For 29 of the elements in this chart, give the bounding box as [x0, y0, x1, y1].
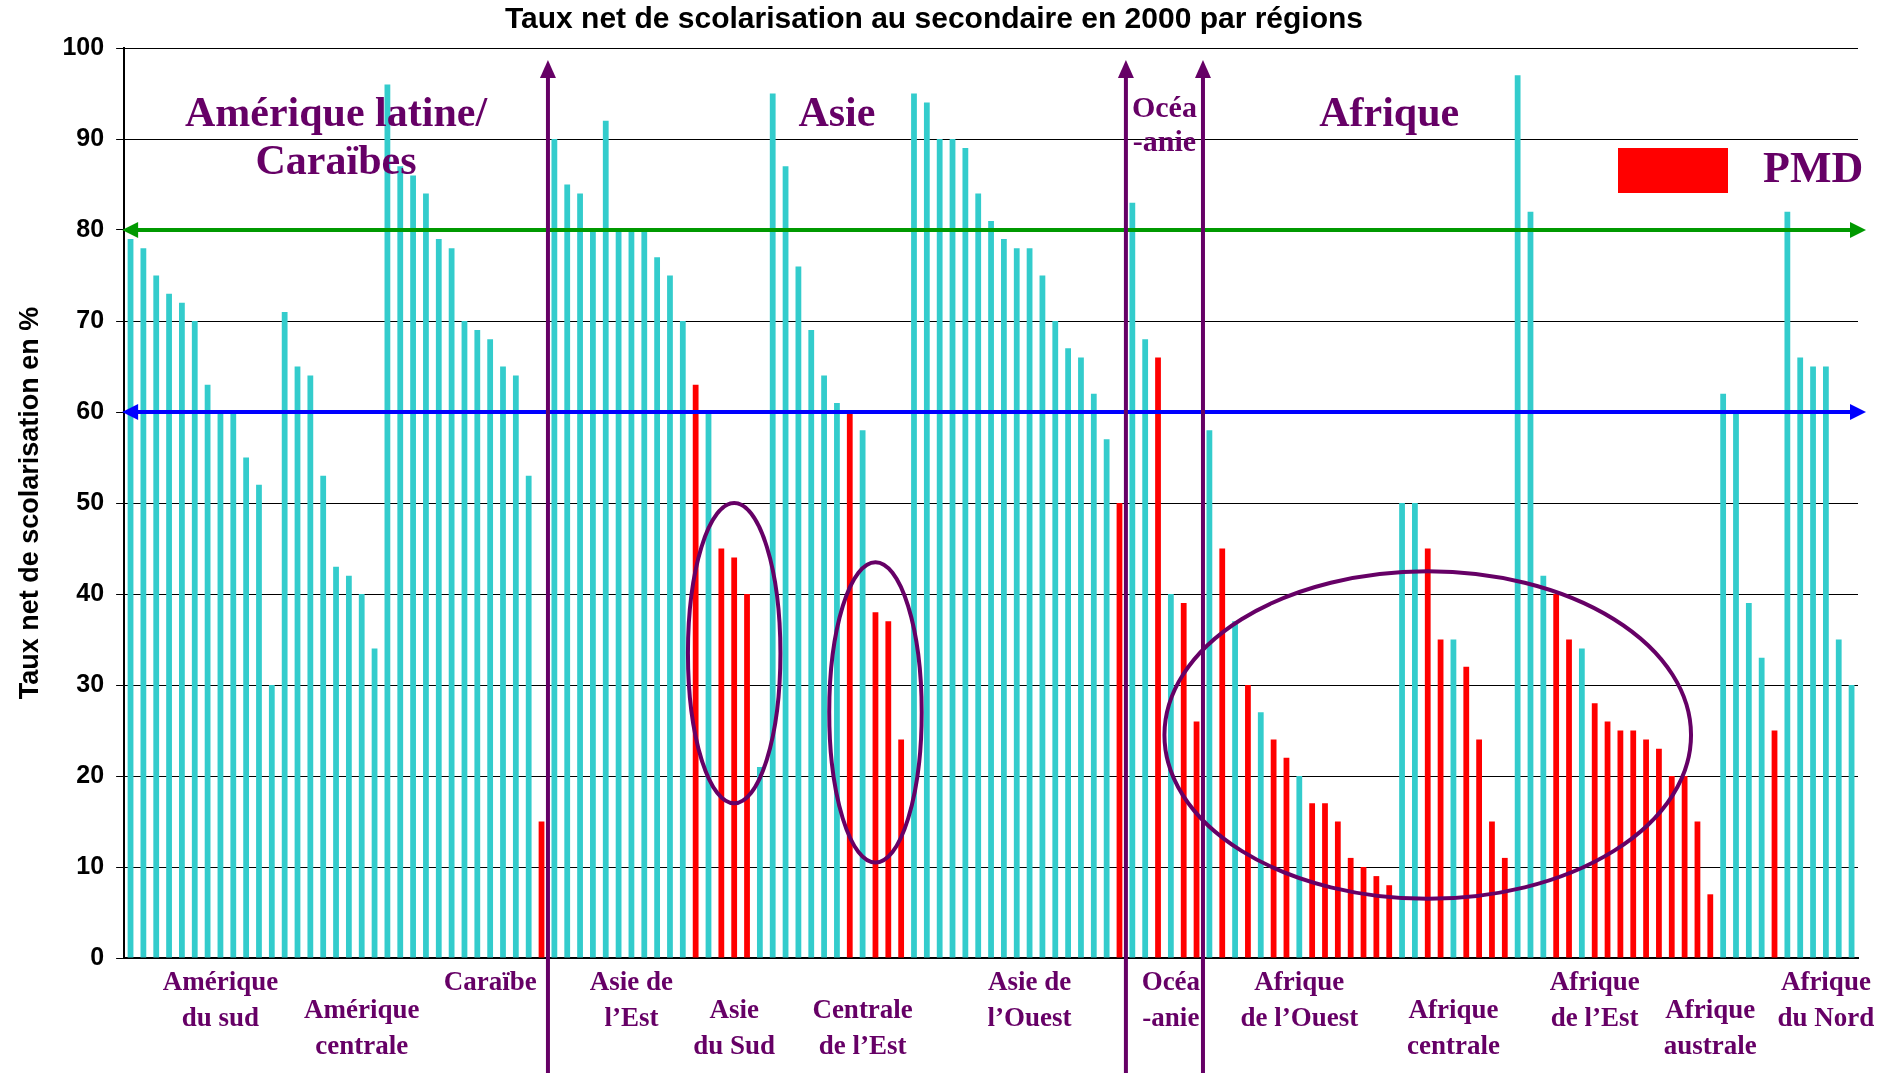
y-tick-label: 50 — [76, 486, 105, 515]
x-tick-label: Afrique centrale — [1406, 994, 1500, 1061]
x-tick-label: Océa -anie — [1141, 966, 1201, 1033]
y-tick-label: 10 — [76, 850, 105, 879]
annotation: Asie — [798, 88, 876, 135]
y-tick-label: 70 — [76, 304, 105, 333]
y-axis-title: Taux net de scolarisation en % — [13, 306, 44, 700]
x-tick-label: Afrique de l’Est — [1549, 966, 1640, 1033]
x-tick-label: Afrique de l’Ouest — [1240, 966, 1359, 1033]
legend-label: PMD — [1763, 143, 1864, 193]
x-tick-label: Caraïbe — [443, 966, 537, 997]
x-tick-label: Amérique centrale — [303, 994, 420, 1061]
x-tick-label: Asie du Sud — [693, 994, 776, 1061]
x-tick-label: Afrique du Nord — [1777, 966, 1875, 1033]
x-tick-label: Asie de l’Est — [589, 966, 674, 1033]
x-tick-label: Afrique australe — [1663, 994, 1757, 1061]
y-tick-label: 40 — [76, 577, 105, 606]
y-tick-label: 100 — [62, 31, 105, 60]
y-tick-label: 30 — [76, 668, 105, 697]
y-tick-label: 60 — [76, 395, 105, 424]
y-tick-label: 80 — [76, 213, 105, 242]
annotation: Afrique — [1319, 88, 1460, 135]
x-tick-label: Asie de l’Ouest — [987, 966, 1072, 1033]
y-tick-label: 0 — [90, 941, 105, 970]
x-tick-label: Centrale de l’Est — [812, 994, 913, 1061]
y-tick-label: 20 — [76, 759, 105, 788]
x-tick-label: Amérique du sud — [162, 966, 279, 1033]
y-tick-label: 90 — [76, 122, 105, 151]
chart-title: Taux net de scolarisation au secondaire en 2000 par régions — [504, 1, 1364, 35]
